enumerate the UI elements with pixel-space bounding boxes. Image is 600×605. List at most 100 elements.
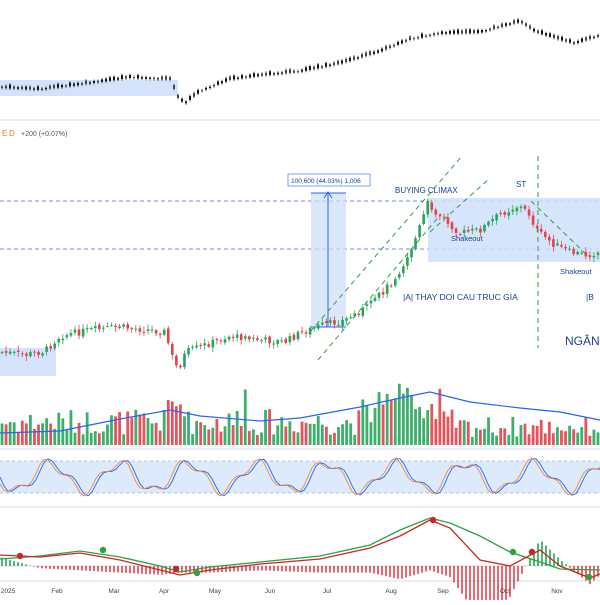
accumulation-zone [0,348,56,376]
mini-body [137,75,139,78]
candle-body [244,336,247,338]
volume-bar [588,436,591,445]
x-tick-label: Mar [108,588,120,595]
candle-body [390,286,393,287]
mini-body [537,31,539,33]
candle-body [378,293,381,298]
mini-body [253,73,255,77]
candle-body [503,212,506,215]
candle-body [220,340,223,341]
candle-body [82,329,85,337]
mini-body [233,76,235,80]
macd-histogram-bar [49,566,51,569]
volume-bar [94,431,97,445]
volume-bar [556,427,559,445]
volume-bar [374,408,377,445]
macd-histogram-bar [349,566,351,573]
candle-body [272,344,275,345]
macd-histogram-bar [41,566,43,568]
volume-bar [540,420,543,445]
candle-body [309,328,312,335]
macd-histogram-bar [593,566,595,580]
volume-bar [41,423,44,445]
candle-body [426,201,429,215]
volume-bar [520,425,523,445]
volume-bar [532,425,535,445]
volume-bar [284,427,287,445]
candle-body [560,245,563,247]
candle-body [29,352,32,356]
mini-body [237,78,239,79]
volume-bar [398,384,401,445]
macd-histogram-bar [553,553,555,566]
volume-bar [143,413,146,445]
candle-body [597,253,600,256]
mini-body [221,81,223,83]
macd-histogram-bar [5,559,7,566]
candle-body [212,340,215,348]
volume-bar [479,430,482,445]
volume-bar [9,422,12,445]
candle-body [90,328,93,329]
mini-body [193,93,195,97]
candle-body [536,226,539,228]
shakeout-label-2: Shakeout [560,267,593,276]
candle-body [232,337,235,338]
volume-bar [467,422,470,445]
candle-body [455,228,458,232]
candle-body [41,353,44,355]
x-tick-label: Jun [265,588,276,595]
candle-body [576,252,579,254]
volume-bar [459,420,462,445]
macd-histogram-bar [361,566,363,573]
candle-body [394,279,397,286]
candle-body [467,230,470,232]
macd-histogram-bar [257,566,259,570]
mini-body [185,101,187,103]
candle-body [147,329,150,331]
macd-histogram-bar [517,566,519,582]
mini-body [249,75,251,78]
mini-body [409,36,411,40]
x-tick-label: May [209,588,222,595]
candle-body [33,352,36,353]
candle-body [410,249,413,257]
mini-body [157,78,159,79]
macd-histogram-bar [393,566,395,578]
volume-bar [126,411,129,445]
mini-body [273,73,275,74]
volume-bar [345,420,348,445]
volume-bar [471,437,474,445]
volume-bar [187,412,190,445]
candle-body [483,225,486,231]
volume-bar [597,432,600,445]
volume-bar [138,415,141,445]
mini-body [197,90,199,94]
macd-histogram-bar [433,566,435,572]
change-text: +200 (+0.07%) [21,131,67,138]
mini-body [417,37,419,38]
mini-body [161,77,163,80]
candle-body [17,350,20,351]
candle-body [240,334,243,340]
mini-body [393,45,395,47]
candle-body [122,324,125,326]
mini-body [61,85,63,87]
volume-bar [98,433,101,445]
mini-body [109,77,111,81]
volume-bar [438,389,441,445]
candle-body [337,325,340,326]
macd-histogram-bar [89,566,91,571]
mini-body [349,58,351,61]
candle-body [155,330,158,333]
mini-body [597,35,599,36]
mini-body [173,85,175,89]
macd-histogram-bar [457,566,459,588]
macd-histogram-bar [573,566,575,571]
x-tick-label: Aug [385,588,397,595]
volume-bar [167,400,170,445]
macd-histogram-bar [365,566,367,573]
macd-crossover-dot [529,549,535,555]
mini-body [561,37,563,41]
